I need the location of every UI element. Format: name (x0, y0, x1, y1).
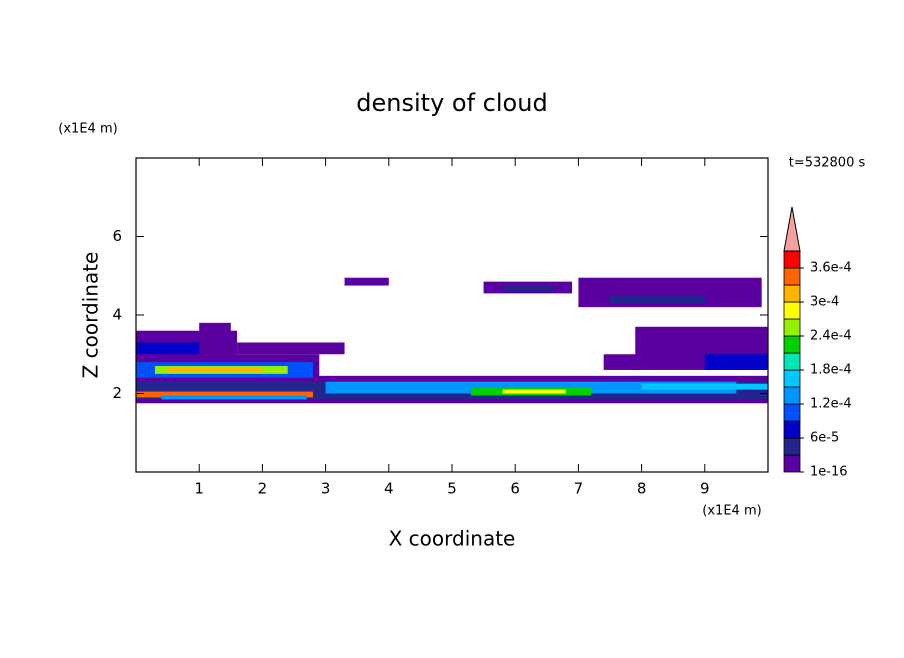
colorbar-extension (783, 206, 801, 252)
colorbar-segment (783, 437, 801, 456)
y-tick-label: 2 (112, 384, 122, 402)
contour-cell (603, 354, 642, 370)
x-tick-label: 5 (447, 480, 457, 498)
y-tick-label: 6 (112, 227, 122, 245)
x-tick-label: 7 (574, 480, 584, 498)
x-tick-label: 4 (384, 480, 394, 498)
contour-cell (136, 391, 313, 398)
colorbar-segment (783, 301, 801, 320)
x-tick-label: 2 (258, 480, 268, 498)
contour-cell (704, 354, 768, 370)
y-tick-label: 4 (112, 306, 122, 324)
x-tick-label: 8 (637, 480, 647, 498)
colorbar-tick-label: 3e-4 (810, 295, 839, 310)
x-tick-label: 9 (700, 480, 710, 498)
plot-area (136, 277, 768, 404)
colorbar-tick-label: 6e-5 (810, 431, 839, 446)
contour-cell (161, 395, 307, 400)
colorbar-segment (783, 352, 801, 371)
contour-cell (641, 383, 768, 390)
contour-cell (167, 367, 263, 372)
colorbar-segment (783, 267, 801, 286)
contour-cell (237, 342, 345, 355)
colorbar-tick-label: 1.8e-4 (810, 363, 852, 378)
contour-cell (199, 322, 231, 335)
contour-cell (610, 295, 705, 304)
y-axis-title: Z coordinate (79, 252, 103, 379)
colorbar-segment (783, 420, 801, 439)
plot-frame (135, 157, 769, 473)
x-tick-label: 3 (321, 480, 331, 498)
colorbar-segment (783, 318, 801, 337)
x-tick-label: 1 (194, 480, 204, 498)
colorbar-tick-label: 1e-16 (810, 465, 848, 480)
colorbar-segment (783, 250, 801, 269)
contour-cell (502, 389, 566, 394)
colorbar-tick-label: 1.2e-4 (810, 397, 852, 412)
colorbar-segment (783, 369, 801, 388)
colorbar-segment (783, 284, 801, 303)
colorbar-segment (783, 335, 801, 354)
contour-cell (136, 342, 200, 355)
time-annotation: t=532800 s (789, 156, 866, 171)
colorbar-segment (783, 454, 801, 473)
colorbar-tick-label: 3.6e-4 (810, 261, 852, 276)
x-tick-label: 6 (510, 480, 520, 498)
y-unit: (x1E4 m) (58, 122, 117, 137)
colorbar-segment (783, 403, 801, 422)
chart-title: density of cloud (356, 89, 547, 117)
x-unit: (x1E4 m) (702, 504, 761, 519)
colorbar-tick-label: 2.4e-4 (810, 329, 852, 344)
x-axis-title: X coordinate (389, 527, 516, 551)
colorbar-segment (783, 386, 801, 405)
contour-cell (502, 285, 554, 292)
colorbar: 1e-16 6e-5 1.2e-4 1.8e-4 2.4e-4 3e-4 3.6e-4 (783, 206, 852, 480)
contour-cell (344, 277, 389, 286)
